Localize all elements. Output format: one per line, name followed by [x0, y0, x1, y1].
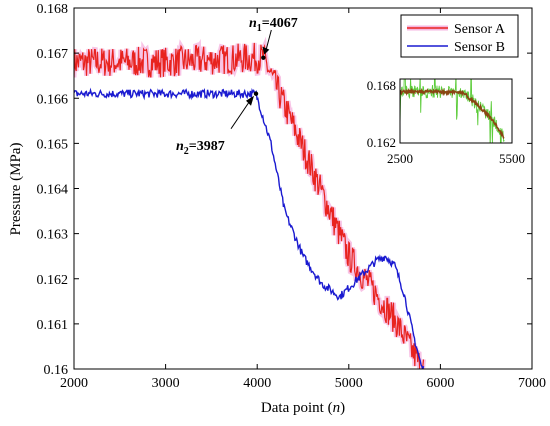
legend: Sensor A Sensor B: [400, 14, 519, 58]
y-tick-label: 0.168: [37, 2, 69, 17]
y-tick-label: 0.164: [37, 183, 69, 198]
y-tick-label: 0.165: [37, 137, 69, 152]
y-ticks: 0.16 0.161 0.162 0.163 0.164 0.165 0.166 0.167 0…: [37, 2, 532, 378]
annotation-n1-arrowhead: [262, 46, 270, 55]
inset-x-tick-right: 5500: [499, 151, 525, 166]
x-axis-label: Data point (n): [261, 400, 345, 416]
x-tick-label: 7000: [518, 376, 546, 391]
y-axis-label: Pressure (MPa): [8, 143, 24, 236]
y-tick-label: 0.161: [37, 318, 69, 333]
series-sensor-b-line: [74, 87, 425, 369]
y-tick-label: 0.167: [37, 47, 69, 62]
y-tick-label: 0.166: [37, 92, 69, 107]
x-tick-label: 3000: [152, 376, 180, 391]
inset-series-smoothed: [400, 87, 505, 139]
x-tick-label: 5000: [335, 376, 363, 391]
inset-series-layer: [400, 79, 505, 143]
inset-chart: 0.168 0.162 2500 5500: [367, 78, 525, 166]
annotation-n2-label: n2=3987: [176, 139, 225, 157]
annotation-n2-arrowhead: [246, 95, 255, 106]
y-tick-label: 0.16: [44, 363, 69, 378]
x-tick-label: 4000: [243, 376, 271, 391]
annotation-n2-point: [253, 91, 259, 96]
annotation-n1: n1=4067: [249, 16, 298, 60]
series-layer: [74, 36, 426, 369]
annotation-n2: n2=3987: [176, 91, 259, 157]
x-tick-label: 6000: [426, 376, 454, 391]
inset-y-tick-top: 0.168: [367, 78, 396, 93]
series-sensor-a-line: [74, 42, 425, 369]
annotation-n1-point: [261, 55, 266, 60]
x-tick-label: 2000: [60, 376, 88, 391]
y-tick-label: 0.163: [37, 228, 69, 243]
legend-label-sensor-a: Sensor A: [454, 22, 506, 37]
inset-frame: [399, 78, 513, 144]
inset-x-tick-left: 2500: [387, 151, 413, 166]
inset-y-tick-bottom: 0.162: [367, 135, 396, 150]
x-ticks: 2000 3000 4000 5000 6000 7000: [60, 8, 546, 391]
annotation-n1-label: n1=4067: [249, 16, 298, 34]
legend-box: [400, 14, 519, 58]
y-tick-label: 0.162: [37, 273, 69, 288]
legend-label-sensor-b: Sensor B: [454, 40, 505, 55]
